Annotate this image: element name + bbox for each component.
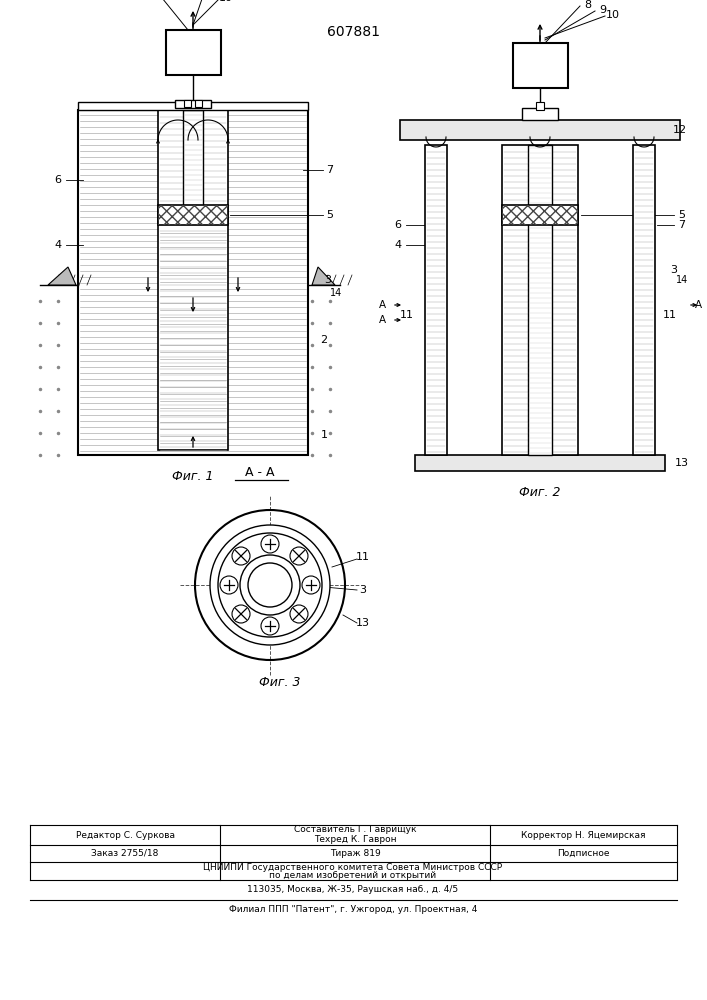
Text: 2: 2 bbox=[320, 335, 327, 345]
Text: 113035, Москва, Ж-35, Раушская наб., д. 4/5: 113035, Москва, Ж-35, Раушская наб., д. … bbox=[247, 886, 459, 894]
Bar bbox=[528, 145, 552, 455]
Text: Заказ 2755/18: Заказ 2755/18 bbox=[91, 849, 158, 858]
Bar bbox=[175, 100, 211, 108]
Bar bbox=[158, 205, 228, 225]
Text: 11: 11 bbox=[663, 310, 677, 320]
Text: 7: 7 bbox=[327, 165, 334, 175]
Text: 14: 14 bbox=[330, 288, 342, 298]
Text: 13: 13 bbox=[675, 458, 689, 468]
Text: 12: 12 bbox=[673, 125, 687, 135]
Text: 4: 4 bbox=[395, 240, 402, 250]
Text: 5: 5 bbox=[679, 210, 686, 220]
Circle shape bbox=[290, 605, 308, 623]
Text: 3: 3 bbox=[325, 275, 332, 285]
Circle shape bbox=[232, 605, 250, 623]
Text: 11: 11 bbox=[400, 310, 414, 320]
Text: 5: 5 bbox=[327, 210, 334, 220]
Text: 13: 13 bbox=[356, 618, 370, 628]
Circle shape bbox=[261, 617, 279, 635]
Polygon shape bbox=[312, 267, 335, 285]
Bar bbox=[158, 205, 228, 225]
Bar bbox=[78, 110, 308, 455]
Bar bbox=[78, 102, 308, 110]
Bar bbox=[513, 43, 568, 88]
Text: 3: 3 bbox=[359, 585, 366, 595]
Bar bbox=[195, 100, 202, 107]
Text: Фиг. 2: Фиг. 2 bbox=[519, 487, 561, 499]
Text: Филиал ППП "Патент", г. Ужгород, ул. Проектная, 4: Филиал ППП "Патент", г. Ужгород, ул. Про… bbox=[229, 906, 477, 914]
Text: 6: 6 bbox=[54, 175, 62, 185]
Bar bbox=[183, 110, 203, 207]
Text: 7: 7 bbox=[679, 220, 686, 230]
Text: 8: 8 bbox=[585, 0, 592, 10]
Text: 11: 11 bbox=[356, 552, 370, 562]
Text: А: А bbox=[694, 300, 701, 310]
Text: 4: 4 bbox=[54, 240, 62, 250]
Bar bbox=[158, 110, 228, 450]
Text: 607881: 607881 bbox=[327, 25, 380, 39]
Text: Техред К. Гаврон: Техред К. Гаврон bbox=[314, 836, 397, 844]
Bar bbox=[502, 205, 578, 225]
Polygon shape bbox=[48, 267, 76, 285]
Text: 10: 10 bbox=[219, 0, 233, 3]
Bar bbox=[522, 108, 558, 120]
Bar bbox=[502, 145, 578, 455]
Text: А: А bbox=[378, 300, 385, 310]
Text: 3: 3 bbox=[670, 265, 677, 275]
Bar bbox=[400, 120, 680, 140]
Circle shape bbox=[302, 576, 320, 594]
Bar bbox=[536, 102, 544, 110]
Text: А - А: А - А bbox=[245, 466, 275, 479]
Bar bbox=[425, 145, 447, 455]
Text: Редактор С. Суркова: Редактор С. Суркова bbox=[76, 830, 175, 840]
Text: Фиг. 1: Фиг. 1 bbox=[173, 471, 214, 484]
Bar bbox=[165, 30, 221, 75]
Text: 10: 10 bbox=[606, 10, 620, 20]
Circle shape bbox=[290, 547, 308, 565]
Circle shape bbox=[261, 535, 279, 553]
Bar bbox=[633, 145, 655, 455]
Bar bbox=[184, 100, 191, 107]
Text: Фиг. 3: Фиг. 3 bbox=[259, 676, 300, 688]
Text: ЦНИИПИ Государственного комитета Совета Министров СССР: ЦНИИПИ Государственного комитета Совета … bbox=[204, 862, 503, 871]
Circle shape bbox=[218, 533, 322, 637]
Circle shape bbox=[232, 547, 250, 565]
Circle shape bbox=[248, 563, 292, 607]
Bar bbox=[415, 455, 665, 471]
Text: Корректор Н. Яцемирская: Корректор Н. Яцемирская bbox=[521, 830, 645, 840]
Circle shape bbox=[240, 555, 300, 615]
Text: 9: 9 bbox=[600, 5, 607, 15]
Text: Составитель Г. Гаврищук: Составитель Г. Гаврищук bbox=[293, 826, 416, 834]
Circle shape bbox=[210, 525, 330, 645]
Text: Подписное: Подписное bbox=[557, 849, 609, 858]
Text: 6: 6 bbox=[395, 220, 402, 230]
Text: Тираж 819: Тираж 819 bbox=[329, 849, 380, 858]
Text: 1: 1 bbox=[320, 430, 327, 440]
Text: по делам изобретений и открытий: по делам изобретений и открытий bbox=[269, 870, 436, 880]
Text: 14: 14 bbox=[676, 275, 688, 285]
Circle shape bbox=[220, 576, 238, 594]
Text: А: А bbox=[378, 315, 385, 325]
Bar bbox=[502, 205, 578, 225]
